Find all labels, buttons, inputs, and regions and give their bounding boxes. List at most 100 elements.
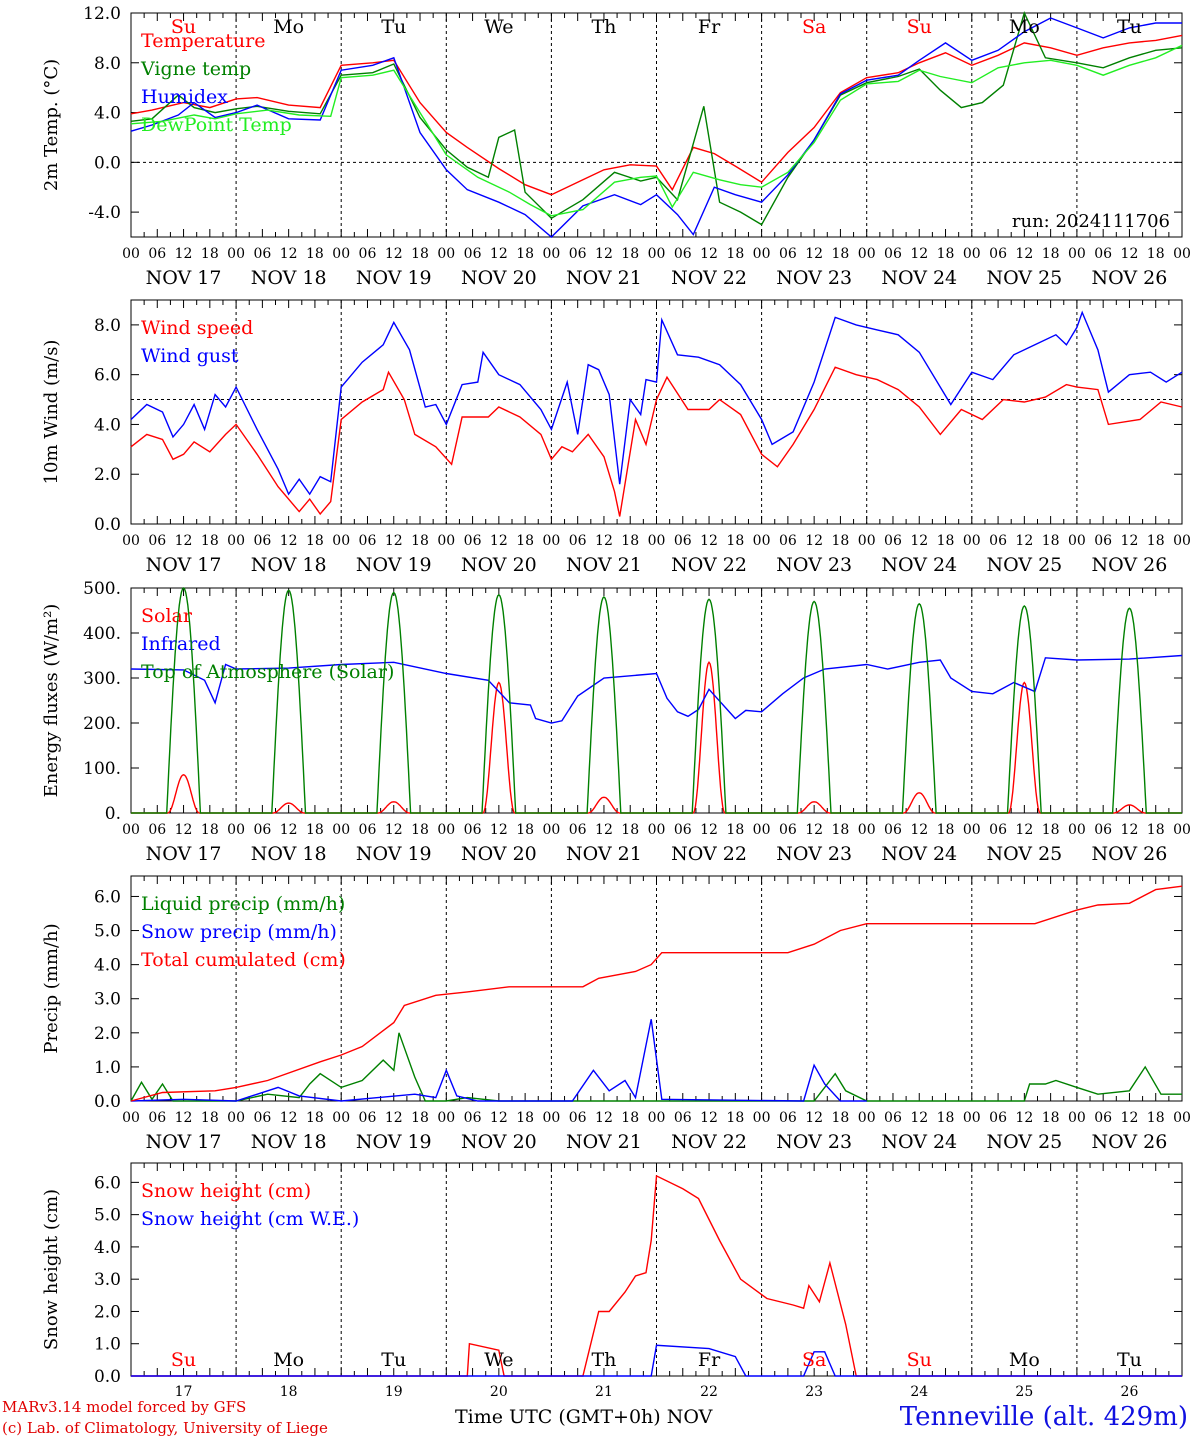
panel2-hour-label: 12: [385, 533, 403, 549]
panel3-hour-label: 18: [516, 822, 534, 838]
top-day-name: Sa: [802, 16, 826, 38]
panel3-series-3-line: [131, 586, 1182, 814]
panel3-hour-label: 06: [359, 822, 377, 838]
panel3-hour-label: 12: [1015, 822, 1033, 838]
panel4-hour-label: 12: [175, 1110, 193, 1126]
bottom-day-number: 19: [385, 1384, 403, 1400]
panel1-hour-label: 18: [411, 246, 429, 262]
panel4-hour-label: 18: [516, 1110, 534, 1126]
bottom-day-number: 25: [1015, 1384, 1033, 1400]
panel1-hour-label: 12: [910, 246, 928, 262]
panel4-hour-label: 06: [253, 1110, 271, 1126]
panel3-frame: [130, 587, 1183, 814]
panel4-date-label: NOV 20: [461, 1131, 537, 1153]
panel4-hour-label: 00: [437, 1110, 455, 1126]
panel4-hour-label: 12: [1015, 1110, 1033, 1126]
bottom-day-number: 18: [280, 1384, 298, 1400]
panel1-hour-label: 18: [1147, 246, 1165, 262]
panel4-date-label: NOV 23: [776, 1131, 852, 1153]
panel4-hour-label: 06: [569, 1110, 587, 1126]
panel1-hour-label: 18: [832, 246, 850, 262]
bottom-day-name: Th: [591, 1349, 616, 1371]
panel1-hour-label: 12: [385, 246, 403, 262]
panel3-hour-label: 00: [753, 822, 771, 838]
panel3-hour-label: 18: [411, 822, 429, 838]
panel1-hour-label: 00: [227, 246, 245, 262]
panel4-y-tick-label: 4.0: [94, 956, 121, 976]
top-day-name: Su: [907, 16, 932, 38]
panel4-hour-label: 00: [542, 1110, 560, 1126]
panel4-hour-label: 00: [332, 1110, 350, 1126]
panel3-hour-label: 06: [779, 822, 797, 838]
panel4-hour-label: 00: [753, 1110, 771, 1126]
panel2-hour-label: 12: [700, 533, 718, 549]
panel5-y-tick-label: 6.0: [94, 1173, 121, 1193]
panel1-hour-label: 00: [332, 246, 350, 262]
panel2-date-label: NOV 18: [251, 554, 327, 576]
panel1-y-tick-label: -4.0: [88, 203, 121, 223]
panel1-hour-label: 00: [963, 246, 981, 262]
panel4-legend-3: Total cumulated (cm): [141, 949, 346, 971]
panel1-y-tick-label: 12.0: [83, 4, 121, 24]
panel2-hour-label: 06: [569, 533, 587, 549]
panel2-hour-label: 12: [910, 533, 928, 549]
panel1-hour-label: 06: [569, 246, 587, 262]
panel2-date-label: NOV 19: [356, 554, 432, 576]
panel1-legend-2: Vigne temp: [140, 58, 251, 80]
panel3-legend-2: Infrared: [141, 633, 221, 655]
panel1-hour-label: 00: [542, 246, 560, 262]
panel3-hour-label: 12: [910, 822, 928, 838]
panel3-hour-label: 12: [175, 822, 193, 838]
panel2-hour-label: 18: [1042, 533, 1060, 549]
panel1-date-label: NOV 24: [881, 267, 957, 289]
panel3-hour-label: 18: [621, 822, 639, 838]
panel4-hour-label: 18: [937, 1110, 955, 1126]
panel2-hour-label: 12: [1121, 533, 1139, 549]
panel2-date-label: NOV 24: [881, 554, 957, 576]
panel5-y-tick-label: 3.0: [94, 1270, 121, 1290]
panel4-hour-label: 00: [122, 1110, 140, 1126]
panel2-hour-label: 00: [542, 533, 560, 549]
panel3-hour-label: 06: [253, 822, 271, 838]
panel3-hour-label: 12: [385, 822, 403, 838]
panel2-hour-label: 18: [937, 533, 955, 549]
panel1-y-axis-label: 2m Temp. (°C): [41, 59, 62, 191]
panel2-y-tick-label: 2.0: [94, 465, 121, 485]
panel2-hour-label: 12: [595, 533, 613, 549]
panel4-hour-label: 18: [306, 1110, 324, 1126]
bottom-day-name: Mo: [273, 1349, 304, 1371]
panel2-hour-label: 18: [201, 533, 219, 549]
bottom-day-number: 17: [175, 1384, 193, 1400]
panel3-hour-label: 18: [832, 822, 850, 838]
panel4-hour-label: 18: [201, 1110, 219, 1126]
panel2-hour-label: 06: [464, 533, 482, 549]
panel2-hour-label: 12: [175, 533, 193, 549]
bottom-day-name: Fr: [698, 1349, 721, 1371]
panel4-y-axis-label: Precip (mm/h): [41, 923, 62, 1053]
panel1-hour-label: 00: [753, 246, 771, 262]
panel1-hour-label: 18: [726, 246, 744, 262]
panel4-hour-label: 18: [832, 1110, 850, 1126]
panel5-legend-1: Snow height (cm): [141, 1180, 311, 1202]
panel4-hour-label: 06: [359, 1110, 377, 1126]
panel3-hour-label: 12: [805, 822, 823, 838]
panel2-hour-label: 06: [989, 533, 1007, 549]
panel1-hour-label: 18: [516, 246, 534, 262]
panel4-y-tick-label: 6.0: [94, 887, 121, 907]
panel2-hour-label: 18: [411, 533, 429, 549]
panel3-hour-label: 00: [542, 822, 560, 838]
panel3-hour-label: 00: [227, 822, 245, 838]
panel4-date-label: NOV 21: [566, 1131, 642, 1153]
panel2-hour-label: 12: [490, 533, 508, 549]
panel3-hour-label: 12: [280, 822, 298, 838]
panel4-date-label: NOV 25: [986, 1131, 1062, 1153]
panel3-hour-label: 18: [306, 822, 324, 838]
panel1-hour-label: 00: [122, 246, 140, 262]
bottom-day-number: 24: [910, 1384, 928, 1400]
panel4-hour-label: 06: [674, 1110, 692, 1126]
panel4-hour-label: 12: [805, 1110, 823, 1126]
panel3-date-label: NOV 23: [776, 843, 852, 865]
panel3-hour-label: 18: [937, 822, 955, 838]
panel4-hour-label: 12: [1121, 1110, 1139, 1126]
panel3-y-tick-label: 500.: [83, 579, 121, 599]
